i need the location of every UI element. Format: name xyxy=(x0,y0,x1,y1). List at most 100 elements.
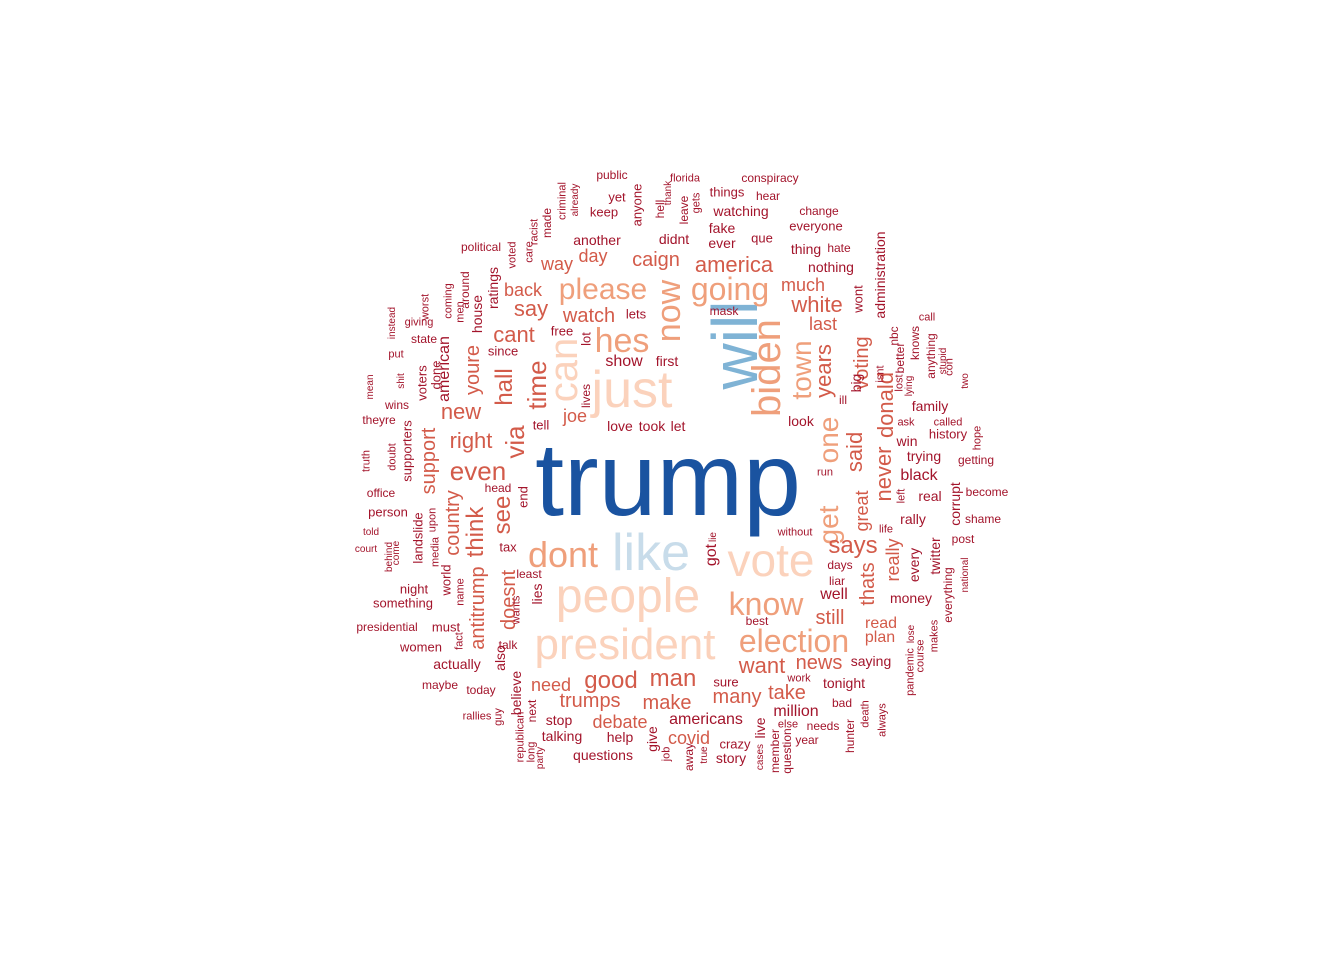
word-fake: fake xyxy=(708,220,736,236)
word-youre: youre xyxy=(462,344,484,396)
word-liar: liar xyxy=(828,574,846,588)
word-year: year xyxy=(795,733,819,747)
word-love: love xyxy=(607,418,633,434)
word-much: much xyxy=(780,275,826,295)
word-believe: believe xyxy=(508,670,524,716)
word-back: back xyxy=(503,280,543,300)
word-got: got xyxy=(703,543,720,567)
word-bad: bad xyxy=(831,696,853,710)
word-told: told xyxy=(362,527,380,538)
word-show: show xyxy=(605,353,643,370)
word-theyre: theyre xyxy=(362,413,396,427)
word-tonight: tonight xyxy=(822,675,866,691)
word-hunter: hunter xyxy=(843,718,857,754)
word-twitter: twitter xyxy=(927,537,943,575)
word-big: big xyxy=(848,373,864,393)
word-story: story xyxy=(715,750,747,766)
word-never: never xyxy=(871,446,896,502)
word-another: another xyxy=(573,232,621,248)
word-joe: joe xyxy=(562,406,588,426)
word-hes: hes xyxy=(594,322,650,360)
word-right: right xyxy=(449,428,493,453)
word-lies: lies xyxy=(529,583,545,605)
word-nbc: nbc xyxy=(887,326,901,346)
word-like: like xyxy=(611,524,691,582)
word-anything: anything xyxy=(924,333,938,379)
word-isnt: isnt xyxy=(874,365,887,383)
word-says: says xyxy=(828,532,878,559)
word-want: want xyxy=(738,653,786,678)
word-rallies: rallies xyxy=(462,710,492,723)
word-ever: ever xyxy=(708,235,736,251)
word-support: support xyxy=(418,427,440,495)
word-years: years xyxy=(811,344,836,398)
word-something: something xyxy=(373,595,433,611)
word-look: look xyxy=(788,413,814,429)
word-new: new xyxy=(440,399,482,424)
word-without: without xyxy=(777,526,813,539)
word-didnt: didnt xyxy=(658,231,690,247)
word-even: even xyxy=(449,456,507,486)
word-lose: lose xyxy=(906,624,917,644)
word-giving: giving xyxy=(404,316,434,329)
word-took: took xyxy=(638,418,666,434)
word-guy: guy xyxy=(492,708,505,726)
word-maybe: maybe xyxy=(421,678,459,692)
word-cases: cases xyxy=(755,743,766,771)
word-shit: shit xyxy=(396,373,407,389)
word-care: care xyxy=(523,241,536,263)
word-lot: lot xyxy=(578,332,594,346)
word-nothing: nothing xyxy=(808,259,854,275)
word-become: become xyxy=(965,485,1009,499)
word-already: already xyxy=(570,183,581,217)
word-always: always xyxy=(876,703,889,737)
word-instead: instead xyxy=(387,306,398,340)
word-court: court xyxy=(354,544,378,555)
word-thats: thats xyxy=(857,562,879,606)
word-getting: getting xyxy=(957,453,995,467)
word-conspiracy: conspiracy xyxy=(741,171,799,185)
word-say: say xyxy=(513,296,549,321)
word-going: going xyxy=(690,271,770,307)
word-day: day xyxy=(578,246,608,266)
word-voted: voted xyxy=(506,241,519,269)
word-talking: talking xyxy=(541,728,583,744)
word-administration: administration xyxy=(872,231,888,319)
word-wins: wins xyxy=(384,398,410,412)
word-hall: hall xyxy=(491,368,518,406)
word-women: women xyxy=(400,639,442,655)
word-need: need xyxy=(530,675,572,695)
word-person: person xyxy=(368,504,408,520)
word-see: see xyxy=(489,495,516,535)
word-make: make xyxy=(642,692,692,714)
word-please: please xyxy=(558,273,648,306)
word-since: since xyxy=(487,343,519,359)
word-live: live xyxy=(752,717,768,739)
word-via: via xyxy=(500,425,530,459)
word-public: public xyxy=(596,168,628,182)
word-everyone: everyone xyxy=(789,218,843,234)
word-course: course xyxy=(914,639,927,673)
word-cant: cant xyxy=(493,322,535,347)
word-least: least xyxy=(516,567,542,581)
word-job: job xyxy=(660,746,673,762)
word-thing: thing xyxy=(790,241,822,257)
word-vote: vote xyxy=(727,534,815,586)
word-covid: covid xyxy=(667,728,711,748)
word-must: must xyxy=(431,619,461,635)
word-presidential: presidential xyxy=(356,620,418,634)
word-think: think xyxy=(462,506,489,558)
word-saying: saying xyxy=(850,653,892,669)
word-best: best xyxy=(745,614,769,628)
word-everything: everything xyxy=(941,567,955,623)
word-head: head xyxy=(484,481,512,495)
word-really: really xyxy=(883,538,903,582)
word-let: let xyxy=(670,418,686,434)
word-upon: upon xyxy=(426,507,439,533)
word-actually: actually xyxy=(433,656,481,672)
word-else: else xyxy=(777,718,799,731)
word-trying: trying xyxy=(906,448,942,464)
word-tax: tax xyxy=(499,539,517,555)
word-house: house xyxy=(469,294,485,334)
